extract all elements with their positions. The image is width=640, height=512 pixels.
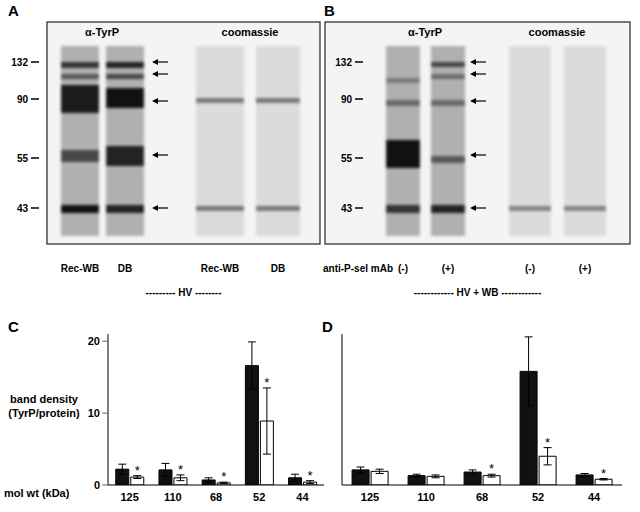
svg-text:90: 90 (341, 94, 353, 105)
svg-text:DB: DB (118, 263, 132, 274)
svg-text:43: 43 (341, 203, 353, 214)
svg-text:anti-P-sel mAb: anti-P-sel mAb (323, 263, 393, 274)
svg-text:110: 110 (164, 491, 182, 503)
svg-text:90: 90 (17, 94, 29, 105)
svg-text:55: 55 (341, 153, 353, 164)
svg-text:125: 125 (361, 491, 379, 503)
html-text:mol wt (kDa): mol wt (kDa) (4, 487, 70, 499)
svg-text:Rec-WB: Rec-WB (61, 263, 99, 274)
html-text:D: D (322, 318, 333, 335)
svg-text:52: 52 (532, 491, 544, 503)
svg-text:110: 110 (417, 491, 435, 503)
svg-text:α-TyrP: α-TyrP (408, 26, 442, 38)
svg-text:52: 52 (253, 491, 265, 503)
svg-text:*: * (221, 469, 226, 484)
svg-text:--------- HV --------: --------- HV -------- (145, 287, 221, 298)
svg-text:0: 0 (94, 479, 100, 491)
svg-text:*: * (545, 435, 550, 450)
svg-text:coomassie: coomassie (222, 26, 279, 38)
svg-text:68: 68 (210, 491, 222, 503)
svg-text:(+): (+) (442, 263, 455, 274)
html-text:C: C (8, 318, 19, 335)
svg-text:(-): (-) (398, 263, 408, 274)
svg-text:10: 10 (88, 407, 100, 419)
svg-text:Rec-WB: Rec-WB (201, 263, 239, 274)
svg-text:20: 20 (88, 335, 100, 347)
svg-text:(+): (+) (579, 263, 592, 274)
svg-text:------------ HV + WB ---------: ------------ HV + WB ------------ (414, 287, 541, 298)
svg-text:132: 132 (11, 57, 28, 68)
svg-text:*: * (601, 466, 606, 481)
html-text:band density (TyrP/protein): band density (TyrP/protein) (8, 393, 80, 419)
svg-text:68: 68 (476, 491, 488, 503)
svg-text:132: 132 (335, 57, 352, 68)
svg-text:B: B (324, 2, 335, 19)
svg-text:*: * (264, 375, 269, 390)
svg-text:125: 125 (120, 491, 138, 503)
svg-text:α-TyrP: α-TyrP (85, 26, 119, 38)
svg-text:55: 55 (17, 153, 29, 164)
svg-text:A: A (8, 2, 19, 19)
svg-text:*: * (135, 463, 140, 478)
svg-text:*: * (308, 468, 313, 483)
svg-text:DB: DB (271, 263, 285, 274)
svg-text:43: 43 (17, 203, 29, 214)
svg-text:coomassie: coomassie (529, 26, 586, 38)
svg-text:(-): (-) (525, 263, 535, 274)
svg-text:*: * (489, 461, 494, 476)
svg-text:*: * (178, 462, 183, 477)
svg-text:44: 44 (296, 491, 309, 503)
svg-text:44: 44 (588, 491, 601, 503)
